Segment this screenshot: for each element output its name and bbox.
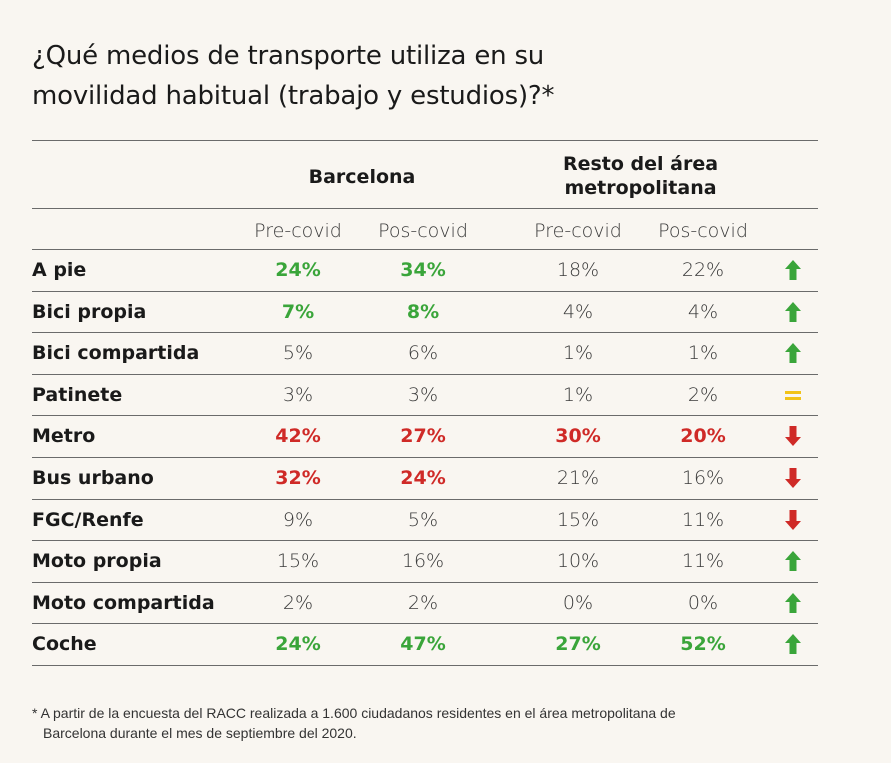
row-label: Metro <box>32 425 96 448</box>
down-arrow-icon <box>785 468 801 488</box>
row-label: Coche <box>32 633 97 656</box>
table-rule <box>32 457 818 458</box>
table-cell: 3% <box>282 383 314 406</box>
row-label: Moto compartida <box>32 591 215 614</box>
row-label: A pie <box>32 259 87 281</box>
table-rule <box>32 208 818 209</box>
table-cell: 52% <box>680 633 726 656</box>
table-cell: 47% <box>400 633 446 656</box>
footnote: * A partir de la encuesta del RACC reali… <box>32 703 832 743</box>
row-label: FGC/Renfe <box>32 508 144 531</box>
table-cell: 7% <box>281 300 315 323</box>
up-arrow-icon <box>785 634 801 655</box>
table-cell: 11% <box>681 508 725 531</box>
title-line-2: movilidad habitual (trabajo y estudios)?… <box>32 81 555 111</box>
table-cell: 16% <box>401 550 445 573</box>
table-cell: 21% <box>556 467 600 489</box>
table-cell: 9% <box>282 508 314 531</box>
table-cell: 3% <box>407 383 439 406</box>
table-cell: 5% <box>407 508 439 531</box>
table-cell: 30% <box>555 425 601 448</box>
up-arrow-icon <box>785 551 801 572</box>
up-arrow-icon <box>785 343 801 364</box>
row-label: Bici compartida <box>32 342 200 365</box>
up-arrow-icon <box>785 592 801 613</box>
table-cell: 20% <box>680 425 726 448</box>
column-header-barcelona-pre: Pre-covid <box>254 220 342 242</box>
table-rule <box>32 498 818 500</box>
table-cell: 5% <box>282 342 314 365</box>
table-cell: 1% <box>562 383 594 406</box>
footnote-line-2: Barcelona durante el mes de septiembre d… <box>43 725 357 741</box>
column-header-resto-pre: Pre-covid <box>534 220 622 242</box>
equal-icon <box>785 390 801 400</box>
table-cell: 2% <box>282 591 314 614</box>
table-cell: 42% <box>275 425 321 448</box>
title-line-1: ¿Qué medios de transporte utiliza en su <box>32 41 545 71</box>
row-label: Bici propia <box>32 300 147 323</box>
table-rule <box>32 373 818 375</box>
table-cell: 34% <box>400 259 446 281</box>
row-label: Bus urbano <box>32 467 154 489</box>
table-cell: 32% <box>275 467 321 489</box>
table-rule <box>32 623 818 625</box>
table-cell: 1% <box>562 342 594 365</box>
up-arrow-icon <box>785 301 801 322</box>
table-cell: 2% <box>687 383 719 406</box>
row-label: Patinete <box>32 383 123 406</box>
table-cell: 27% <box>555 633 601 656</box>
table-rule <box>32 665 818 666</box>
table-cell: 27% <box>400 425 446 448</box>
table-rule <box>32 332 818 334</box>
table-rule <box>32 415 818 417</box>
up-arrow-icon <box>785 260 801 280</box>
table-cell: 0% <box>687 591 719 614</box>
table-rule <box>32 581 818 583</box>
table-cell: 15% <box>556 508 600 531</box>
table-cell: 15% <box>276 550 320 573</box>
down-arrow-icon <box>785 426 801 447</box>
table-cell: 6% <box>407 342 439 365</box>
row-label: Moto propia <box>32 550 162 573</box>
table-cell: 10% <box>556 550 600 573</box>
group-header-resto-line1: Resto del área <box>562 153 719 175</box>
table-cell: 4% <box>562 300 594 323</box>
table-rule <box>32 140 818 141</box>
footnote-line-1: * A partir de la encuesta del RACC reali… <box>32 705 676 721</box>
table-cell: 11% <box>681 550 725 573</box>
table-cell: 24% <box>275 633 321 656</box>
table-cell: 8% <box>406 300 440 323</box>
group-header-barcelona: Barcelona <box>308 166 416 188</box>
table-cell: 24% <box>400 467 446 489</box>
table-rule <box>32 290 818 292</box>
table-cell: 18% <box>556 259 600 281</box>
column-header-barcelona-pos: Pos-covid <box>378 220 468 242</box>
column-header-resto-pos: Pos-covid <box>658 220 748 242</box>
table-cell: 22% <box>681 259 725 281</box>
group-header-resto-line2: metropolitana <box>564 177 717 199</box>
table-rule <box>32 249 818 250</box>
table-rule <box>32 540 818 542</box>
group-header-resto: Resto del área metropolitana <box>528 152 753 200</box>
table-cell: 1% <box>687 342 719 365</box>
table-cell: 24% <box>275 259 321 281</box>
table-cell: 4% <box>687 300 719 323</box>
table-cell: 0% <box>562 591 594 614</box>
page-title: ¿Qué medios de transporte utiliza en su … <box>32 36 832 116</box>
table-cell: 2% <box>407 591 439 614</box>
down-arrow-icon <box>785 509 801 530</box>
table-cell: 16% <box>681 467 725 489</box>
